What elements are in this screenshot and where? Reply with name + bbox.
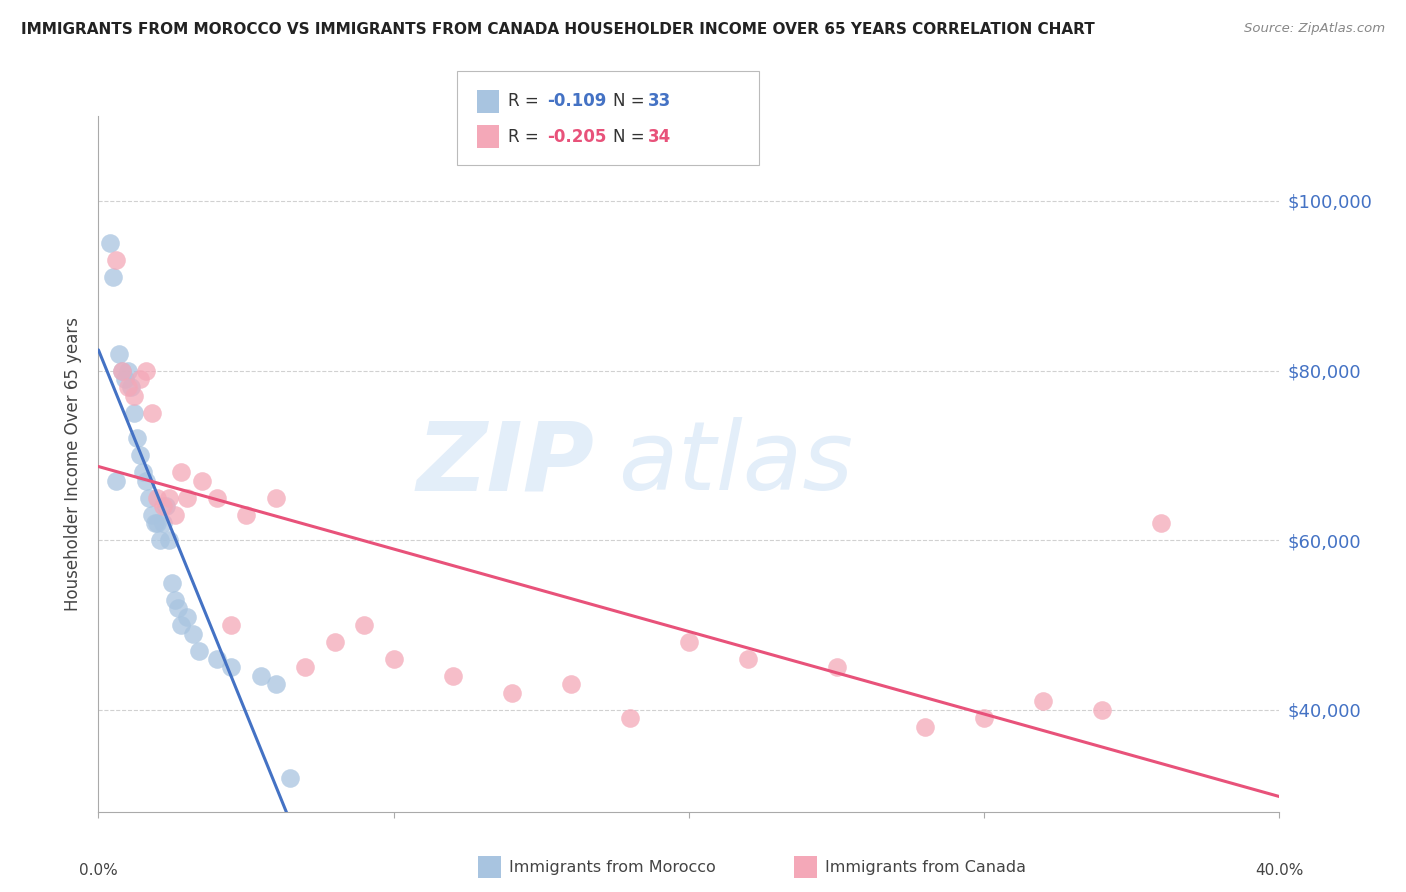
Point	[114, 372, 136, 386]
Point	[1091, 703, 1114, 717]
Point	[294, 660, 316, 674]
Point	[264, 491, 287, 505]
Point	[1032, 694, 1054, 708]
Point	[205, 652, 228, 666]
Point	[165, 508, 187, 522]
Text: 34: 34	[648, 128, 672, 145]
Point	[105, 474, 128, 488]
Point	[117, 363, 139, 377]
Point	[162, 575, 183, 590]
Text: R =: R =	[508, 92, 544, 111]
Point	[170, 466, 193, 480]
Point	[152, 500, 174, 514]
Text: Immigrants from Morocco: Immigrants from Morocco	[509, 860, 716, 874]
Point	[250, 669, 273, 683]
Point	[122, 389, 145, 403]
Point	[157, 491, 180, 505]
Point	[122, 406, 145, 420]
Text: Immigrants from Canada: Immigrants from Canada	[825, 860, 1026, 874]
Point	[135, 474, 157, 488]
Point	[973, 711, 995, 725]
Point	[235, 508, 257, 522]
Point	[128, 372, 150, 386]
Point	[98, 236, 121, 251]
Point	[205, 491, 228, 505]
Point	[278, 771, 302, 785]
Point	[170, 618, 193, 632]
Point	[176, 609, 198, 624]
Point	[914, 720, 936, 734]
Point	[111, 363, 134, 377]
Text: -0.205: -0.205	[547, 128, 606, 145]
Y-axis label: Householder Income Over 65 years: Householder Income Over 65 years	[65, 317, 83, 611]
Point	[619, 711, 641, 725]
Text: Source: ZipAtlas.com: Source: ZipAtlas.com	[1244, 22, 1385, 36]
Point	[219, 618, 242, 632]
Point	[117, 380, 139, 394]
Point	[157, 533, 180, 548]
Point	[191, 474, 214, 488]
Point	[108, 346, 131, 360]
Point	[560, 677, 582, 691]
Point	[441, 669, 464, 683]
Point	[111, 363, 134, 377]
Point	[143, 516, 166, 531]
Point	[382, 652, 405, 666]
Point	[167, 601, 190, 615]
Point	[678, 635, 700, 649]
Point	[176, 491, 198, 505]
Point	[120, 380, 142, 394]
Point	[264, 677, 287, 691]
Point	[165, 592, 187, 607]
Text: N =: N =	[613, 128, 650, 145]
Point	[187, 643, 209, 657]
Point	[1150, 516, 1173, 531]
Point	[138, 491, 160, 505]
Point	[105, 253, 128, 268]
Point	[141, 508, 163, 522]
Point	[219, 660, 242, 674]
Text: 0.0%: 0.0%	[79, 863, 118, 878]
Point	[323, 635, 346, 649]
Point	[353, 618, 375, 632]
Text: ZIP: ZIP	[416, 417, 595, 510]
Point	[149, 533, 172, 548]
Point	[132, 466, 155, 480]
Point	[181, 626, 204, 640]
Text: N =: N =	[613, 92, 650, 111]
Text: 40.0%: 40.0%	[1256, 863, 1303, 878]
Point	[128, 448, 150, 462]
Point	[501, 686, 523, 700]
Point	[125, 431, 148, 445]
Point	[152, 516, 174, 531]
Point	[103, 270, 125, 285]
Point	[141, 406, 163, 420]
Text: -0.109: -0.109	[547, 92, 606, 111]
Point	[825, 660, 848, 674]
Text: atlas: atlas	[619, 417, 853, 510]
Point	[135, 363, 157, 377]
Text: 33: 33	[648, 92, 672, 111]
Point	[146, 516, 169, 531]
Point	[737, 652, 759, 666]
Text: IMMIGRANTS FROM MOROCCO VS IMMIGRANTS FROM CANADA HOUSEHOLDER INCOME OVER 65 YEA: IMMIGRANTS FROM MOROCCO VS IMMIGRANTS FR…	[21, 22, 1095, 37]
Text: R =: R =	[508, 128, 544, 145]
Point	[146, 491, 169, 505]
Point	[155, 500, 177, 514]
